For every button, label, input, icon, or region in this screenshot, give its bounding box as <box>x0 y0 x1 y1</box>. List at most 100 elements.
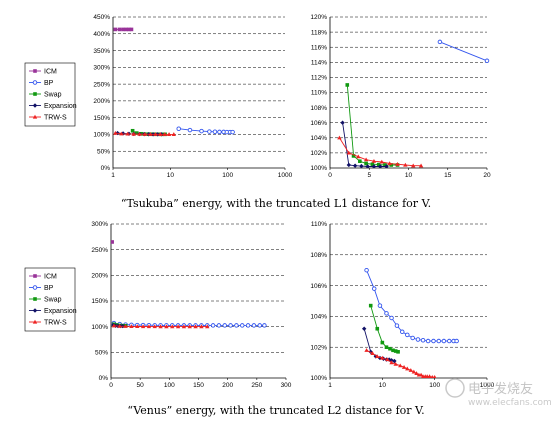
series-icm <box>113 27 134 32</box>
y-tick-label: 0% <box>101 165 111 172</box>
series-swap <box>345 83 400 167</box>
y-tick-label: 250% <box>93 81 110 88</box>
data-point-swap <box>391 348 395 353</box>
x-tick-label: 100 <box>164 382 175 389</box>
data-point-bp <box>454 338 459 344</box>
data-point-trw-s <box>387 161 392 166</box>
data-point-trw-s <box>371 159 377 163</box>
legend-venus-left: ICM BP Swap Expansion TRW-S <box>24 267 77 332</box>
data-point-trw-s <box>379 159 385 164</box>
legend-marker-trw-s <box>32 114 38 119</box>
data-point-bp <box>394 323 400 328</box>
data-point-trw-s <box>171 132 177 136</box>
y-tick-label: 250% <box>91 247 108 254</box>
y-tick-label: 400% <box>93 31 110 38</box>
data-point-bp <box>251 323 257 328</box>
data-point-swap <box>358 159 362 164</box>
x-tick-label: 5 <box>367 172 371 179</box>
data-point-trw-s <box>181 324 187 329</box>
data-point-swap <box>388 346 392 351</box>
data-point-trw-s <box>152 324 157 329</box>
data-point-trw-s <box>398 363 403 368</box>
legend-marker-trw-s <box>32 319 38 324</box>
data-point-trw-s <box>418 163 424 168</box>
data-point-swap <box>383 163 387 167</box>
y-tick-label: 114% <box>311 60 327 67</box>
data-point-bp <box>210 323 216 328</box>
data-point-trw-s <box>363 157 369 162</box>
data-point-trw-s <box>430 375 434 378</box>
data-point-bp <box>389 315 394 321</box>
data-point-bp <box>425 338 431 344</box>
y-tick-label: 108% <box>310 252 327 259</box>
data-point-trw-s <box>170 324 175 329</box>
data-point-trw-s <box>137 131 142 136</box>
y-tick-label: 50% <box>95 350 108 357</box>
data-point-trw-s <box>370 351 375 355</box>
series-trw-s <box>111 323 210 329</box>
data-point-trw-s <box>205 324 210 329</box>
data-point-trw-s <box>389 360 394 365</box>
data-point-expansion <box>346 162 352 168</box>
data-point-swap <box>364 161 368 166</box>
data-point-bp <box>187 127 193 133</box>
data-point-swap <box>130 128 135 133</box>
data-point-bp <box>257 323 263 328</box>
data-point-expansion <box>361 326 367 331</box>
data-point-trw-s <box>113 130 118 135</box>
data-point-trw-s <box>131 131 136 136</box>
data-point-trw-s <box>158 324 163 329</box>
data-point-trw-s <box>364 348 369 352</box>
y-tick-label: 108% <box>310 105 327 112</box>
data-point-icm <box>124 27 129 32</box>
data-point-trw-s <box>427 374 432 378</box>
y-tick-label: 150% <box>93 115 110 122</box>
legend-marker-swap <box>33 297 37 301</box>
series-line-trw-s <box>366 349 435 378</box>
data-point-swap <box>351 154 356 158</box>
data-point-trw-s <box>199 324 204 329</box>
y-tick-label: 100% <box>91 324 108 331</box>
x-tick-label: 150 <box>193 382 204 389</box>
data-point-bp <box>216 323 222 328</box>
data-point-bp <box>234 323 239 328</box>
series-line-expansion <box>342 122 387 167</box>
legend-marker-bp <box>32 285 38 290</box>
data-point-bp <box>222 323 227 328</box>
data-point-bp <box>437 39 443 45</box>
data-point-swap <box>345 83 350 87</box>
data-point-trw-s <box>411 163 416 168</box>
legends: ICM BP Swap Expansion TRW-S ICM BP Swap Expansio… <box>24 62 77 332</box>
y-tick-label: 102% <box>310 344 327 351</box>
data-point-bp <box>230 129 235 135</box>
y-tick-label: 106% <box>310 120 327 127</box>
data-point-trw-s <box>395 162 400 166</box>
x-tick-label: 50 <box>137 382 145 389</box>
data-point-trw-s <box>129 324 134 329</box>
x-tick-label: 100 <box>222 172 233 179</box>
series-line-trw-s <box>339 137 422 167</box>
x-tick-label: 200 <box>222 382 233 389</box>
legend-marker-expansion <box>32 103 38 108</box>
chart-tsukuba-left: 0% 50% 100% 150% 200% 250% 300% 350% 400% 450% 1 10… <box>93 14 292 179</box>
x-tick-label: 250 <box>251 382 262 389</box>
data-point-trw-s <box>142 132 148 136</box>
data-point-bp <box>199 128 204 134</box>
data-point-bp <box>405 332 410 338</box>
y-tick-label: 0% <box>99 375 109 382</box>
x-tick-label: 10 <box>379 382 387 389</box>
x-tick-label: 1000 <box>480 382 495 389</box>
data-point-bp <box>176 126 181 131</box>
data-point-bp <box>371 286 377 291</box>
data-point-expansion <box>352 163 358 168</box>
y-tick-label: 118% <box>311 29 327 36</box>
x-tick-label: 1 <box>328 382 332 389</box>
data-point-icm <box>117 27 122 32</box>
data-point-bp <box>415 337 421 342</box>
data-point-bp <box>431 338 436 344</box>
x-tick-label: 100 <box>429 382 440 389</box>
data-point-trw-s <box>385 357 390 362</box>
y-tick-label: 450% <box>93 14 110 21</box>
watermark-logo-icon <box>445 378 465 398</box>
